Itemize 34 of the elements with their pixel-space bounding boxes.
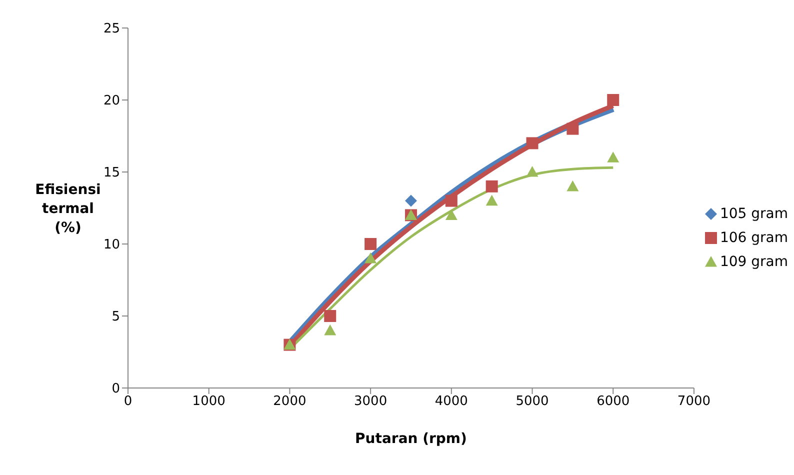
point	[607, 94, 620, 106]
point	[607, 152, 620, 162]
point	[364, 238, 377, 250]
x-tick-label: 1000	[192, 394, 226, 410]
point	[324, 310, 336, 322]
legend-label: 105 gram	[720, 206, 788, 222]
point	[364, 252, 377, 264]
point	[324, 324, 336, 336]
x-tick-label: 5000	[516, 394, 549, 410]
legend-label: 106 gram	[720, 230, 788, 246]
point	[526, 137, 538, 150]
point	[445, 209, 458, 220]
point	[445, 194, 458, 207]
point	[566, 180, 579, 192]
point	[486, 194, 498, 206]
legend-label: 109 gram	[720, 254, 788, 270]
x-tick-label: 6000	[596, 394, 630, 410]
x-tick-label: 7000	[677, 394, 711, 410]
x-tick-label: 2000	[273, 394, 306, 410]
y-tick-label: 0	[112, 382, 120, 397]
point	[566, 122, 579, 135]
point	[486, 180, 498, 192]
x-tick-label: 3000	[354, 394, 388, 410]
y-tick-label: 15	[103, 166, 120, 181]
y-tick-label: 10	[103, 238, 120, 253]
point	[404, 194, 417, 207]
point	[526, 166, 538, 177]
y-tick-label: 5	[112, 310, 120, 325]
y-axis-title: Efisiensi termal (%)	[35, 182, 101, 236]
y-tick-label: 20	[103, 94, 120, 109]
x-tick-label: 4000	[434, 394, 468, 410]
x-axis-title: Putaran (rpm)	[355, 431, 467, 447]
x-tick-label: 0	[124, 394, 132, 410]
y-tick-label: 25	[103, 22, 120, 37]
